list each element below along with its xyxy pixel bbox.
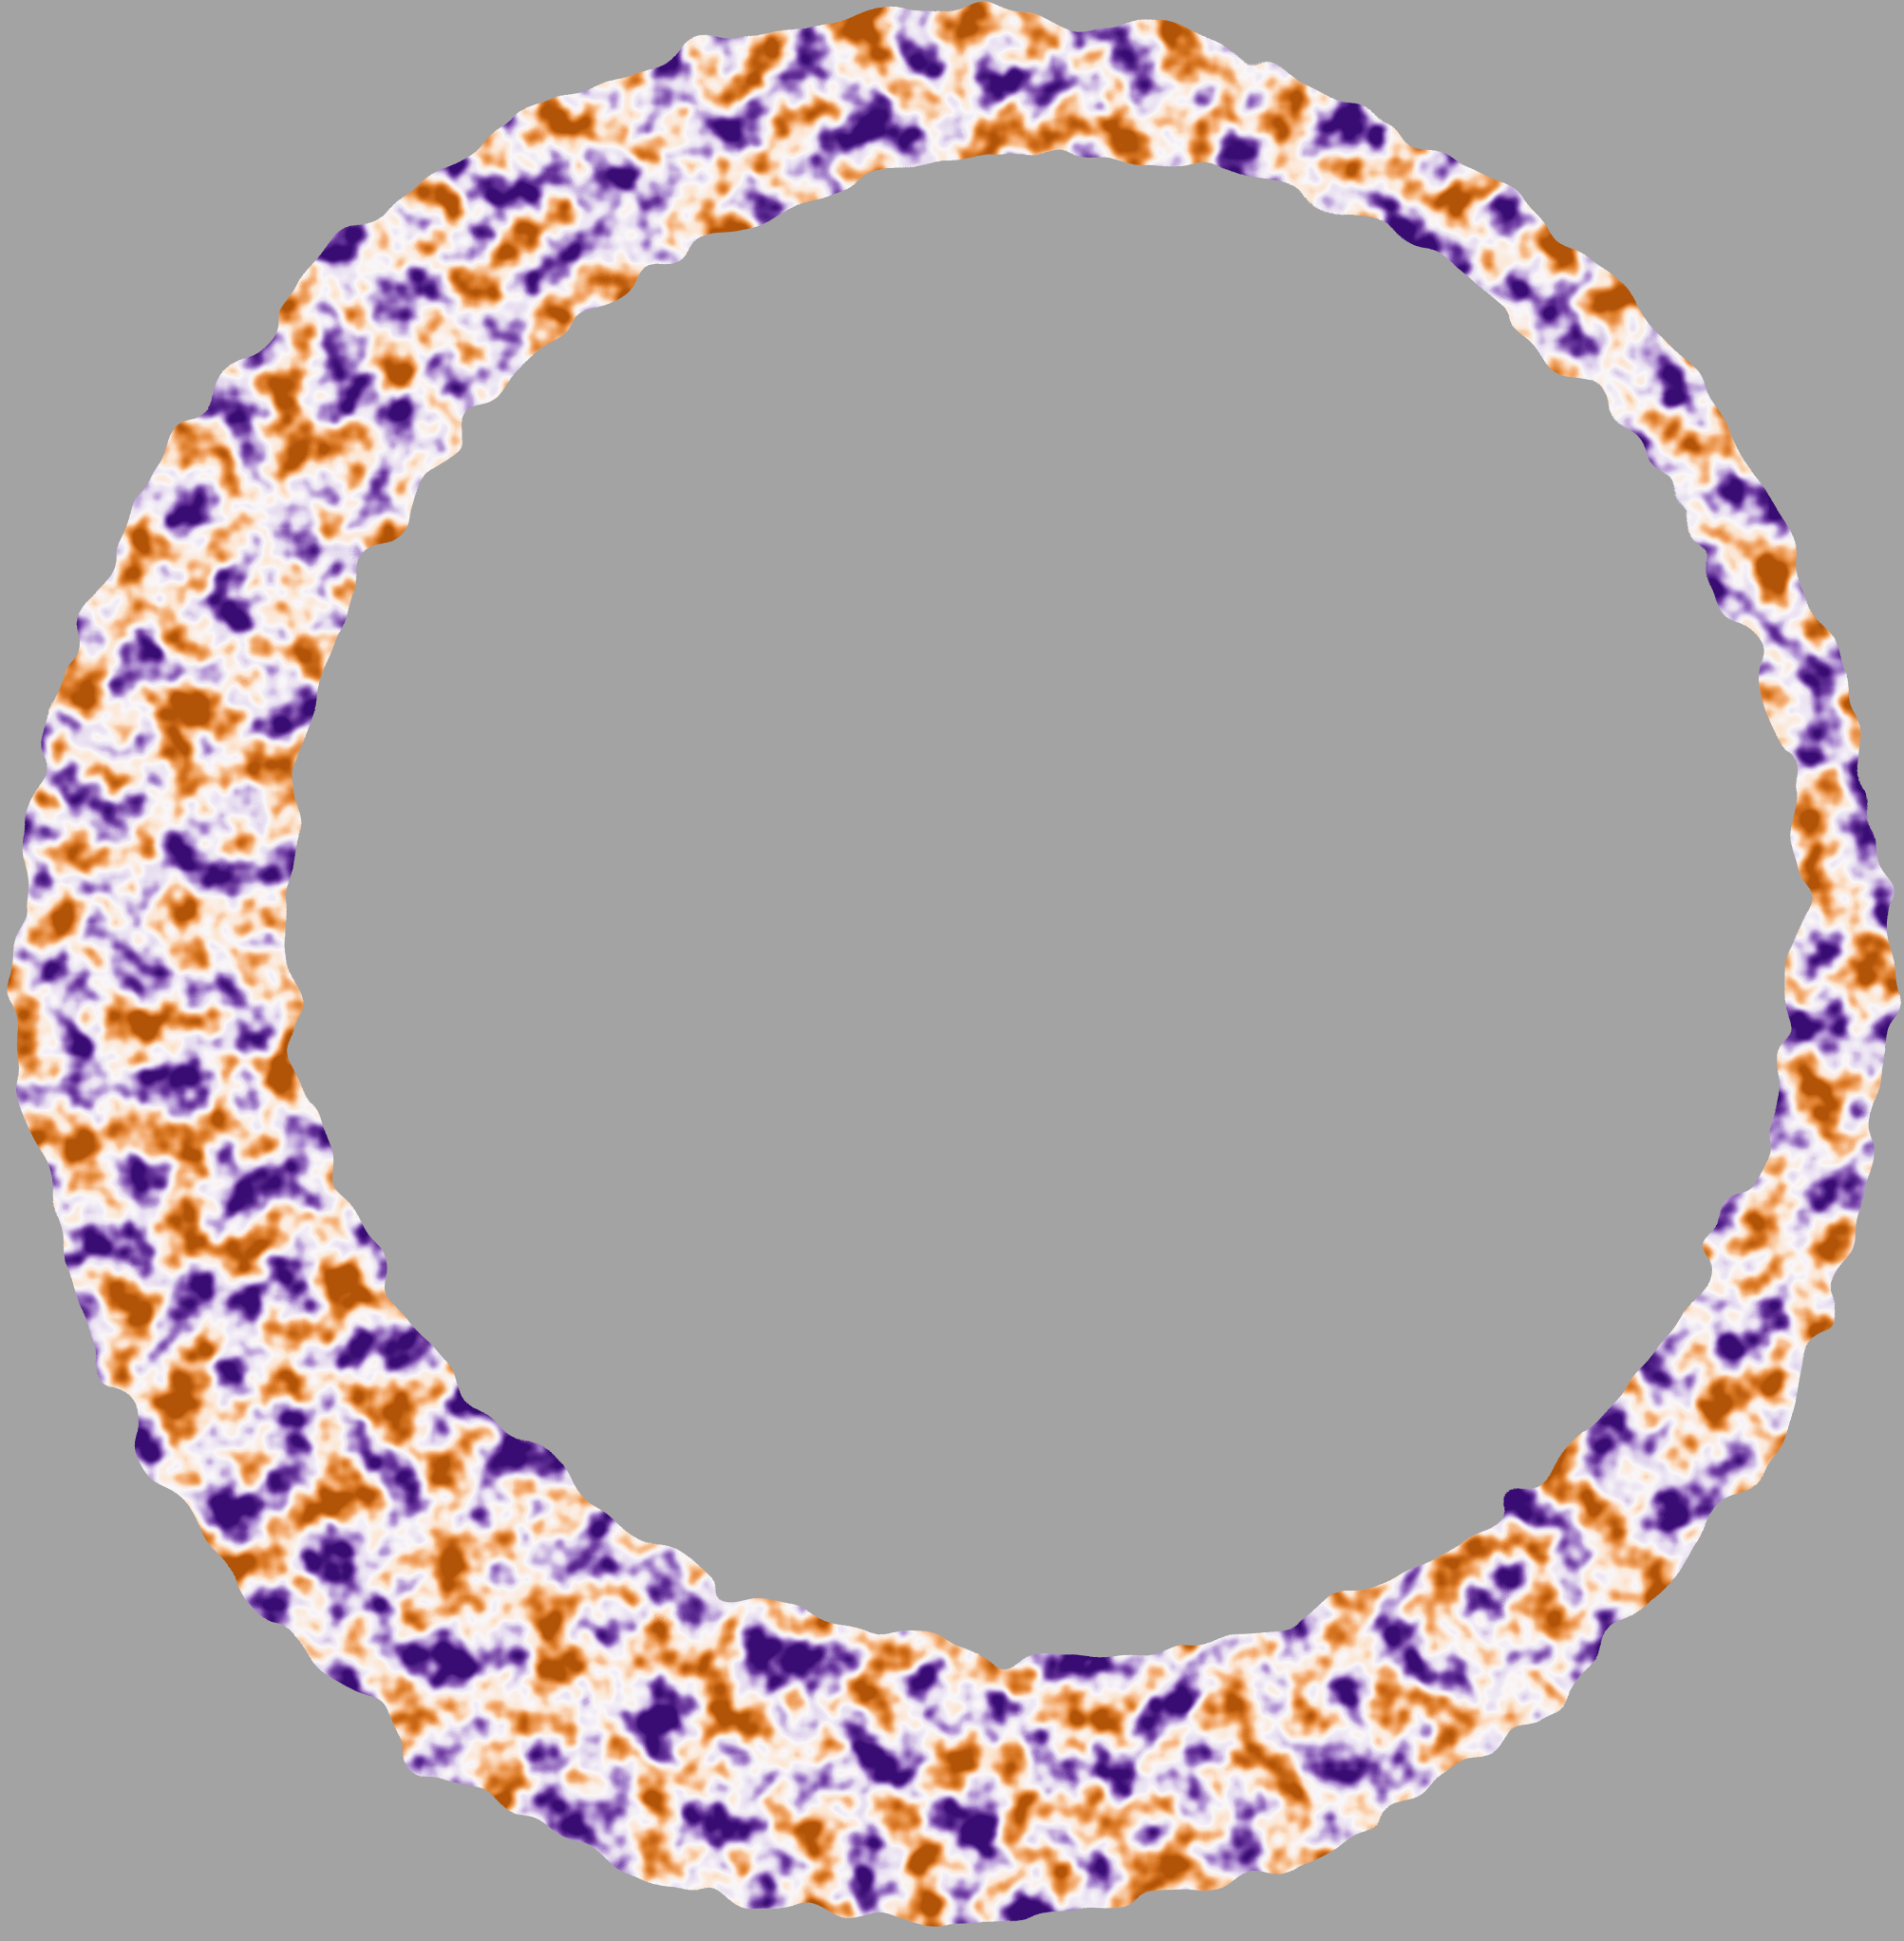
page — [0, 0, 1904, 1941]
ring-texture — [0, 0, 1904, 1941]
ring-image — [0, 0, 1904, 1941]
noise-field — [0, 0, 1904, 1941]
